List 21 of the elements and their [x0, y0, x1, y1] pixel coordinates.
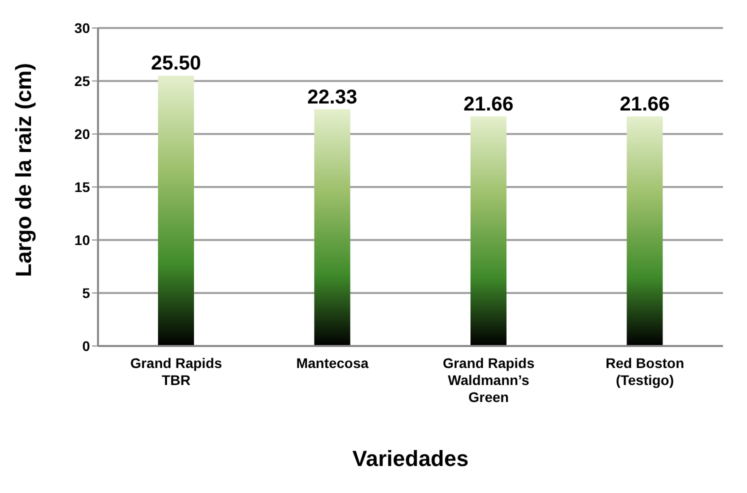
data-label: 25.50 — [150, 52, 202, 75]
x-tick-label: Red Boston (Testigo) — [606, 355, 684, 388]
y-tick-label: 30 — [74, 20, 90, 36]
x-axis-title: Variedades — [352, 446, 469, 471]
bar — [626, 116, 663, 346]
y-tick-label: 25 — [74, 72, 90, 89]
bar — [158, 76, 194, 346]
data-label: 21.66 — [463, 93, 514, 116]
y-axis-title: Largo de la raiz (cm) — [10, 63, 36, 277]
y-tick-label: 10 — [74, 232, 90, 248]
x-tick-label: Mantecosa — [296, 355, 369, 371]
y-tick-label: 20 — [74, 126, 90, 142]
data-label: 22.33 — [307, 86, 358, 108]
x-tick-label: Grand Rapids Waldmann’s Green — [442, 355, 535, 405]
y-tick-label: 15 — [74, 178, 90, 195]
y-tick-label: 5 — [82, 284, 90, 301]
bar — [470, 116, 506, 346]
bar — [314, 109, 350, 346]
y-tick-label: 0 — [82, 338, 90, 354]
data-label: 21.66 — [620, 93, 670, 116]
x-tick-label: Grand Rapids TBR — [130, 355, 222, 388]
